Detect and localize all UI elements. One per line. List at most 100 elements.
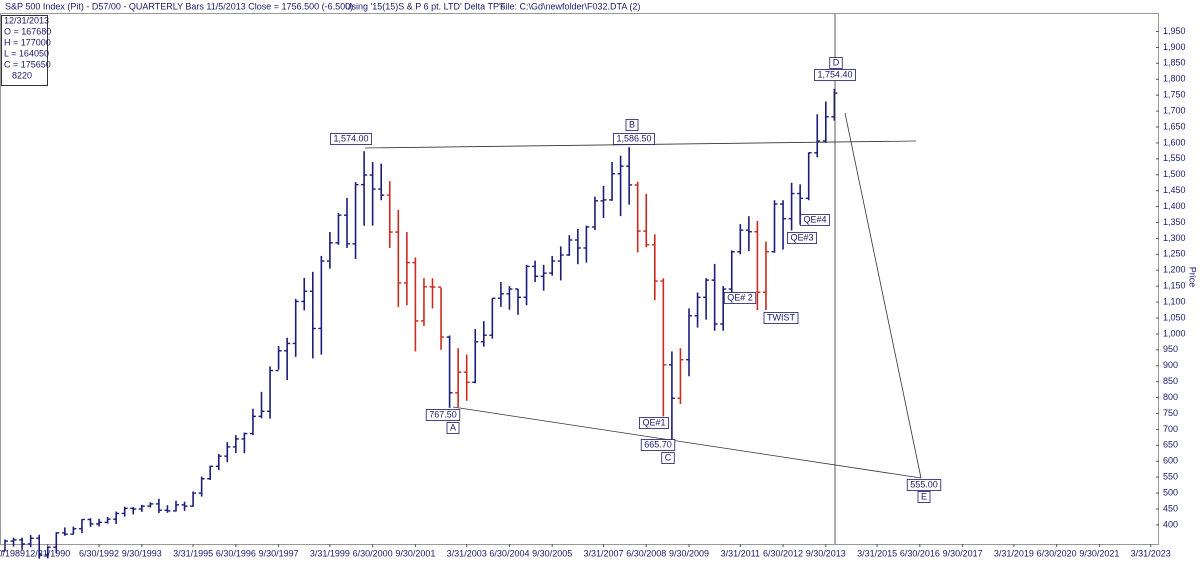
annotation-label: E — [921, 491, 927, 501]
annotation: 1,754.40 — [814, 69, 856, 81]
x-tick-label: 3/31/1995 — [173, 548, 213, 558]
chart-title: S&P 500 Index (Pit) - D57/00 - QUARTERLY… — [5, 1, 353, 11]
annotation: 665.70 — [640, 439, 676, 451]
x-tick-label: 6/30/2000 — [353, 548, 393, 558]
annotation: E — [917, 491, 931, 503]
x-tick-label: 9/30/2005 — [532, 548, 572, 558]
y-tick-label: 550 — [1163, 472, 1178, 482]
y-tick-label: 950 — [1163, 344, 1178, 354]
info-line: O = 167680 — [4, 26, 51, 36]
annotation: 767.50 — [425, 409, 461, 421]
annotation-box — [330, 133, 372, 145]
x-tick-label: 6/30/2008 — [626, 548, 666, 558]
annotation-box — [613, 133, 655, 145]
y-tick-label: 1,050 — [1163, 312, 1186, 322]
x-tick-label: 3/31/2015 — [857, 548, 897, 558]
info-line: C = 175650 — [4, 59, 51, 69]
x-tick-label: 3/31/2003 — [447, 548, 487, 558]
y-tick-label: 1,600 — [1163, 137, 1186, 147]
annotation-label: C — [665, 452, 672, 462]
x-tick-label: 3/31/2019 — [994, 548, 1034, 558]
y-tick-label: 1,400 — [1163, 201, 1186, 211]
x-tick-label: 3/31/2007 — [583, 548, 623, 558]
y-tick-label: 400 — [1163, 519, 1178, 529]
y-tick-label: 450 — [1163, 503, 1178, 513]
y-tick-label: 1,300 — [1163, 233, 1186, 243]
y-axis-label: Price — [1188, 267, 1198, 288]
x-tick-label: 12/31/1990 — [25, 548, 70, 558]
annotation: TWIST — [763, 312, 799, 324]
x-tick-label: 3/31/2011 — [721, 548, 760, 558]
x-tick-label: 3/31/2023 — [1131, 548, 1171, 558]
annotation: B — [625, 119, 639, 131]
annotation-label: 665.70 — [644, 439, 672, 449]
info-line: 12/31/2013 — [4, 15, 49, 25]
x-tick-label: 6/30/2016 — [900, 548, 940, 558]
y-tick-label: 800 — [1163, 392, 1178, 402]
y-tick-label: 1,750 — [1163, 90, 1186, 100]
annotation-box — [425, 409, 461, 421]
x-tick-label: 9/30/2009 — [669, 548, 709, 558]
info-line: H = 177000 — [4, 37, 51, 47]
projection-line — [844, 112, 922, 479]
annotation-label: 555.00 — [910, 479, 938, 489]
x-tick-label: 6/30/1992 — [79, 548, 119, 558]
y-tick-label: 1,900 — [1163, 42, 1186, 52]
annotation-label: 767.50 — [429, 409, 457, 419]
y-tick-label: 1,150 — [1163, 281, 1186, 291]
annotation-box — [814, 69, 856, 81]
annotation-box — [446, 422, 460, 434]
annotation-label: 1,574.00 — [333, 133, 368, 143]
x-tick-label: 9/30/2021 — [1079, 548, 1119, 558]
y-tick-label: 1,500 — [1163, 169, 1186, 179]
info-box — [1, 15, 48, 86]
x-tick-label: 9/30/1989 — [0, 548, 25, 558]
y-tick-label: 700 — [1163, 424, 1178, 434]
y-tick-label: 1,700 — [1163, 105, 1186, 115]
annotation-box — [640, 439, 676, 451]
x-tick-label: 9/30/2013 — [806, 548, 846, 558]
annotation: QE# 2 — [723, 292, 757, 304]
annotation-label: QE#4 — [803, 214, 826, 224]
x-tick-label: 9/30/1993 — [122, 548, 162, 558]
y-tick-label: 1,650 — [1163, 121, 1186, 131]
annotation-box — [787, 232, 817, 244]
x-tick-label: 6/30/2020 — [1037, 548, 1077, 558]
info-line: L = 164050 — [4, 48, 49, 58]
annotation: QE#1 — [639, 417, 669, 429]
annotation-box — [723, 292, 757, 304]
y-tick-label: 850 — [1163, 376, 1178, 386]
annotation-label: 1,586.50 — [616, 133, 651, 143]
y-tick-label: 1,450 — [1163, 185, 1186, 195]
y-tick-label: 1,550 — [1163, 153, 1186, 163]
y-tick-label: 1,200 — [1163, 265, 1186, 275]
y-tick-label: 1,950 — [1163, 26, 1186, 36]
annotation-box — [625, 119, 639, 131]
x-tick-label: 6/30/2004 — [489, 548, 529, 558]
y-tick-label: 900 — [1163, 360, 1178, 370]
annotation-label: A — [450, 422, 456, 432]
annotation: QE#3 — [787, 232, 817, 244]
annotation-box — [917, 491, 931, 503]
x-tick-label: 3/31/1999 — [310, 548, 350, 558]
annotations: 1,574.00 B 1,586.50 D 1,754.40 767.50 A QE#1 665… — [330, 57, 942, 503]
annotation-box — [661, 452, 675, 464]
y-tick-label: 500 — [1163, 487, 1178, 497]
x-tick-label: 9/30/2001 — [395, 548, 435, 558]
y-tick-label: 650 — [1163, 440, 1178, 450]
annotation-label: QE#1 — [642, 417, 665, 427]
annotation-label: D — [833, 57, 840, 67]
plot-frame — [0, 13, 1159, 545]
annotation: 1,586.50 — [613, 133, 655, 145]
x-tick-label: 6/30/2012 — [763, 548, 803, 558]
annotation-label: 1,754.40 — [817, 69, 852, 79]
annotation-label: QE# 2 — [727, 292, 753, 302]
y-tick-label: 1,250 — [1163, 249, 1186, 259]
annotation: D — [829, 57, 843, 69]
y-tick-label: 600 — [1163, 456, 1178, 466]
annotation-label: B — [629, 119, 635, 129]
file-label: File: C:\Gd\newfolder\F032.DTA (2) — [500, 1, 640, 11]
